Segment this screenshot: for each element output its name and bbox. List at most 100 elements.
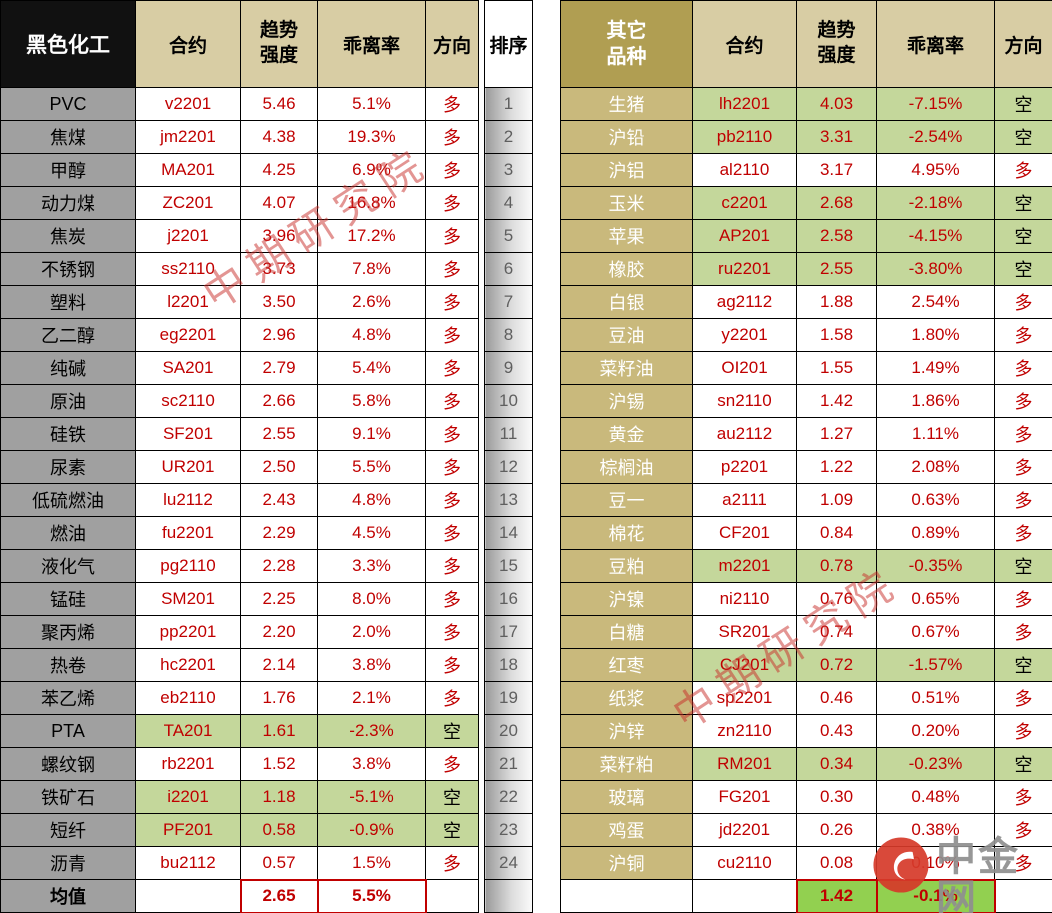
category-cell: 苯乙烯 xyxy=(0,681,136,715)
category-cell: 硅铁 xyxy=(0,417,136,451)
deviation-rate-cell: 1.86% xyxy=(876,384,995,418)
category-cell: 沪镍 xyxy=(560,582,693,616)
direction-cell: 多 xyxy=(425,384,479,418)
contract-cell: sn2110 xyxy=(692,384,797,418)
category-cell: 豆油 xyxy=(560,318,693,352)
contract-cell: OI201 xyxy=(692,351,797,385)
left-row-l2201: 塑料 l2201 3.50 2.6% 多 xyxy=(0,285,479,319)
right-row-y2201: 豆油 y2201 1.58 1.80% 多 xyxy=(560,318,1052,352)
contract-cell: m2201 xyxy=(692,549,797,583)
trend-strength-cell: 0.08 xyxy=(796,846,877,880)
deviation-rate-cell: -4.15% xyxy=(876,219,995,253)
left-table: 黑色化工 合约 趋势强度 乖离率 方向 PVC v2201 5.46 5.1% 多焦煤 j… xyxy=(0,0,479,913)
rank-row-11: 11 xyxy=(484,417,533,451)
right-row-OI201: 菜籽油 OI201 1.55 1.49% 多 xyxy=(560,351,1052,385)
left-mean-direction-empty xyxy=(425,879,479,913)
contract-cell: rb2201 xyxy=(135,747,241,781)
rank-row-2: 2 xyxy=(484,120,533,154)
trend-strength-cell: 4.03 xyxy=(796,87,877,121)
direction-cell: 空 xyxy=(994,87,1052,121)
trend-strength-cell: 1.18 xyxy=(240,780,318,814)
rank-row-15: 15 xyxy=(484,549,533,583)
deviation-rate-cell: 5.4% xyxy=(317,351,426,385)
direction-cell: 多 xyxy=(425,351,479,385)
right-row-FG201: 玻璃 FG201 0.30 0.48% 多 xyxy=(560,780,1052,814)
deviation-rate-cell: 2.1% xyxy=(317,681,426,715)
rank-row-6: 6 xyxy=(484,252,533,286)
category-cell: 红枣 xyxy=(560,648,693,682)
deviation-rate-cell: 1.5% xyxy=(317,846,426,880)
direction-cell: 多 xyxy=(994,846,1052,880)
left-row-eb2110: 苯乙烯 eb2110 1.76 2.1% 多 xyxy=(0,681,479,715)
contract-cell: ni2110 xyxy=(692,582,797,616)
direction-cell: 多 xyxy=(425,681,479,715)
direction-cell: 空 xyxy=(425,780,479,814)
contract-cell: jm2201 xyxy=(135,120,241,154)
left-direction-header: 方向 xyxy=(425,0,479,88)
category-cell: 纸浆 xyxy=(560,681,693,715)
direction-cell: 多 xyxy=(425,582,479,616)
rank-row-5: 5 xyxy=(484,219,533,253)
direction-cell: 多 xyxy=(425,846,479,880)
trend-strength-cell: 0.78 xyxy=(796,549,877,583)
trend-strength-cell: 2.25 xyxy=(240,582,318,616)
trend-strength-cell: 2.29 xyxy=(240,516,318,550)
trend-strength-cell: 5.46 xyxy=(240,87,318,121)
contract-cell: sc2110 xyxy=(135,384,241,418)
rank-row-22: 22 xyxy=(484,780,533,814)
contract-cell: v2201 xyxy=(135,87,241,121)
rank-row-9: 9 xyxy=(484,351,533,385)
direction-cell: 空 xyxy=(994,186,1052,220)
contract-cell: MA201 xyxy=(135,153,241,187)
rank-row-7: 7 xyxy=(484,285,533,319)
left-row-SM201: 锰硅 SM201 2.25 8.0% 多 xyxy=(0,582,479,616)
category-cell: 塑料 xyxy=(0,285,136,319)
direction-cell: 多 xyxy=(425,252,479,286)
rank-row-8: 8 xyxy=(484,318,533,352)
direction-cell: 多 xyxy=(425,318,479,352)
category-cell: 不锈钢 xyxy=(0,252,136,286)
left-row-ss2110: 不锈钢 ss2110 3.73 7.8% 多 xyxy=(0,252,479,286)
left-row-v2201: PVC v2201 5.46 5.1% 多 xyxy=(0,87,479,121)
category-cell: 沪铜 xyxy=(560,846,693,880)
left-row-ZC201: 动力煤 ZC201 4.07 16.8% 多 xyxy=(0,186,479,220)
deviation-rate-cell: -2.18% xyxy=(876,186,995,220)
direction-cell: 多 xyxy=(994,153,1052,187)
trend-strength-cell: 2.55 xyxy=(796,252,877,286)
category-cell: 苹果 xyxy=(560,219,693,253)
direction-cell: 多 xyxy=(425,747,479,781)
trend-strength-cell: 1.42 xyxy=(796,384,877,418)
deviation-rate-cell: 0.65% xyxy=(876,582,995,616)
contract-cell: au2112 xyxy=(692,417,797,451)
right-row-CJ201: 红枣 CJ201 0.72 -1.57% 空 xyxy=(560,648,1052,682)
right-row-jd2201: 鸡蛋 jd2201 0.26 0.38% 多 xyxy=(560,813,1052,847)
deviation-rate-cell: 3.8% xyxy=(317,747,426,781)
right-table: 其它品种 合约 趋势强度 乖离率 方向 生猪 lh2201 4.03 -7.15% 空沪… xyxy=(560,0,1052,913)
rank-cell: 3 xyxy=(484,153,533,187)
contract-cell: lu2112 xyxy=(135,483,241,517)
direction-cell: 多 xyxy=(994,351,1052,385)
deviation-rate-cell: -3.80% xyxy=(876,252,995,286)
right-row-sn2110: 沪锡 sn2110 1.42 1.86% 多 xyxy=(560,384,1052,418)
rank-row-13: 13 xyxy=(484,483,533,517)
trend-strength-cell: 2.28 xyxy=(240,549,318,583)
trend-strength-cell: 2.96 xyxy=(240,318,318,352)
right-mean-deviation: -0.1% xyxy=(875,878,996,913)
trend-strength-cell: 2.14 xyxy=(240,648,318,682)
rank-row-23: 23 xyxy=(484,813,533,847)
trend-strength-cell: 2.55 xyxy=(240,417,318,451)
deviation-rate-cell: 0.63% xyxy=(876,483,995,517)
category-cell: PTA xyxy=(0,714,136,748)
trend-strength-cell: 0.84 xyxy=(796,516,877,550)
trend-strength-cell: 1.52 xyxy=(240,747,318,781)
rank-column: 排序 1 2 3 4 5 6 7 8 9 10 11 12 13 14 15 16 17 18 19 20 21 22 23… xyxy=(484,0,533,913)
contract-cell: pp2201 xyxy=(135,615,241,649)
direction-cell: 多 xyxy=(425,120,479,154)
direction-cell: 多 xyxy=(994,813,1052,847)
contract-cell: CF201 xyxy=(692,516,797,550)
rank-row-14: 14 xyxy=(484,516,533,550)
category-cell: 燃油 xyxy=(0,516,136,550)
trend-strength-cell: 2.50 xyxy=(240,450,318,484)
trend-strength-cell: 0.58 xyxy=(240,813,318,847)
left-trend-header: 趋势强度 xyxy=(240,0,318,88)
